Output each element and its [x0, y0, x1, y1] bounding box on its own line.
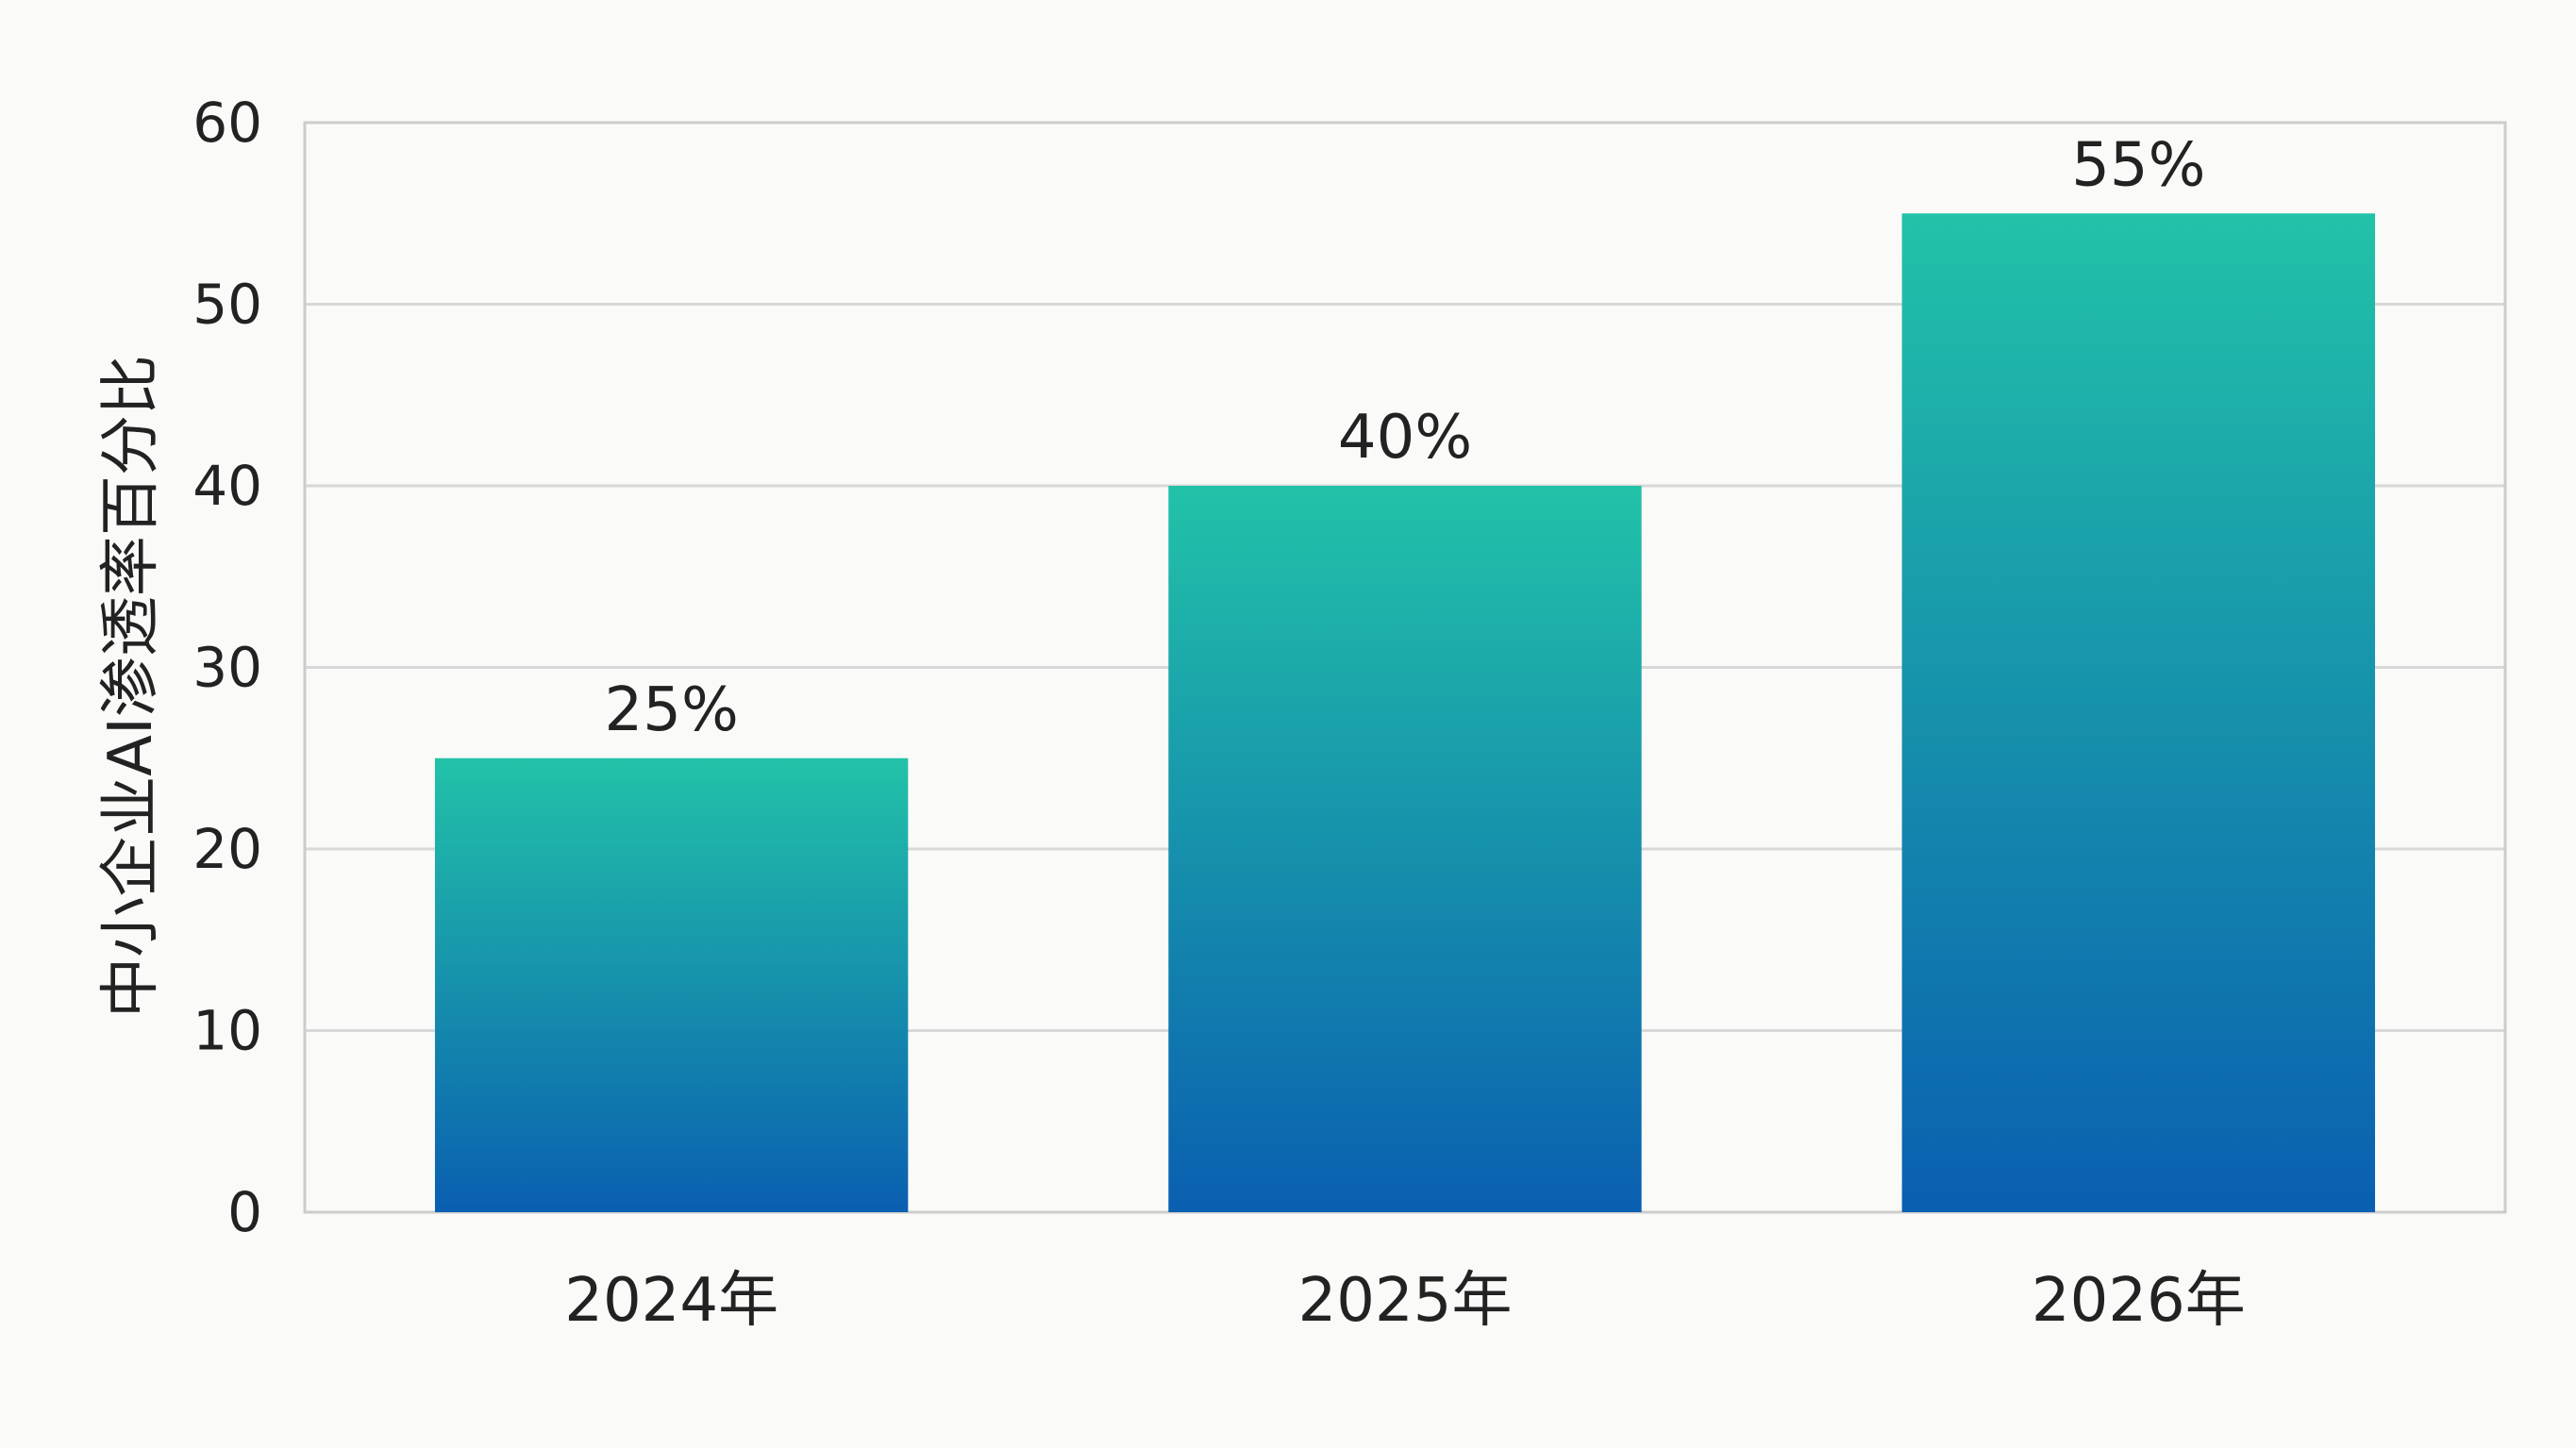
- bar: [1168, 486, 1642, 1212]
- y-tick-label: 20: [192, 817, 262, 881]
- y-tick-label: 50: [192, 273, 262, 337]
- y-axis-title: 中小企业AI渗透率百分比: [96, 355, 166, 1018]
- y-tick-label: 0: [227, 1180, 262, 1244]
- bar: [1901, 213, 2376, 1212]
- data-label: 40%: [1338, 403, 1472, 473]
- y-tick-label: 30: [192, 636, 262, 700]
- labels: 0 10 20 30 40 50 60 25% 2024年 40% 2025年 55% 2026年: [192, 91, 2246, 1336]
- x-tick-label: 2024年: [564, 1266, 778, 1336]
- bars: [434, 213, 2376, 1212]
- x-tick-label: 2026年: [2032, 1266, 2246, 1336]
- y-tick-label: 10: [192, 999, 262, 1063]
- y-tick-label: 40: [192, 454, 262, 518]
- y-tick-label: 60: [192, 91, 262, 155]
- bar: [434, 757, 909, 1212]
- data-label: 25%: [605, 675, 739, 745]
- data-label: 55%: [2071, 130, 2205, 200]
- x-tick-label: 2025年: [1298, 1266, 1513, 1336]
